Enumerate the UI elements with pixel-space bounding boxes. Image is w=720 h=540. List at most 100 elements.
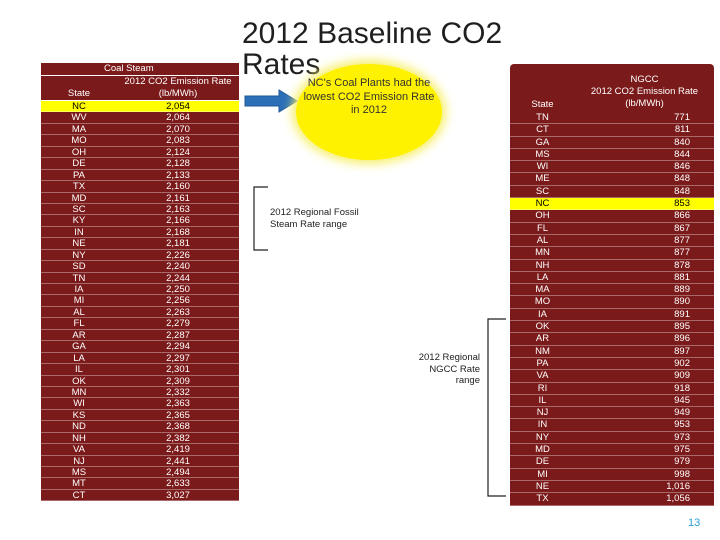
ngcc-rate-cell: 973 [674,431,690,443]
coal-state-cell: NE [72,238,86,250]
coal-state-cell: MO [71,135,87,147]
ngcc-rate-cell: 945 [674,394,690,406]
ngcc-state-cell: NC [535,198,550,210]
ngcc-table-row: RI 918 [510,383,714,395]
coal-rate-cell: 2,441 [166,455,190,467]
coal-rate-cell: 2,287 [166,329,190,341]
coal-state-cell: KY [72,215,86,227]
ngcc-rate-cell: 953 [674,419,690,431]
ngcc-table: State NGCC 2012 CO2 Emission Rate (lb/MW… [510,64,714,506]
ngcc-state-cell: NH [535,259,550,271]
ngcc-state-cell: RI [537,382,548,394]
coal-state-cell: GA [72,341,86,353]
coal-rate-cell: 2,365 [166,409,190,421]
ngcc-table-row: MN 877 [510,247,714,260]
coal-state-cell: CT [72,489,86,501]
coal-state-cell: OK [72,375,86,387]
coal-state-cell: WV [71,112,87,124]
ngcc-table-row: SC 848 [510,186,714,199]
coal-rate-cell: 2,244 [166,272,190,284]
ngcc-state-cell: TX [536,493,549,505]
ngcc-rate-cell: 881 [674,271,690,283]
ngcc-state-cell: MS [535,148,550,160]
coal-state-cell: NJ [73,455,85,467]
ngcc-rate-cell: 891 [674,308,690,320]
ngcc-state-cell: OK [535,321,550,333]
coal-rate-cell: 2,250 [166,284,190,295]
coal-state-cell: FL [73,318,85,330]
coal-state-cell: NC [72,101,86,112]
coal-table-row: GA 2,294 [41,341,239,353]
coal-table-row: MA 2,070 [41,123,239,136]
ngcc-state-cell: MD [535,444,550,456]
ngcc-range-label: 2012 Regional NGCC Rate range [418,352,480,386]
coal-state-cell: MI [73,295,85,307]
ngcc-state-cell: LA [536,271,549,283]
coal-table-row: WI 2,363 [41,398,239,410]
coal-rate-cell: 2,297 [166,352,190,364]
ngcc-rate-cell: 866 [674,210,690,222]
coal-rate-cell: 2,301 [166,364,190,376]
coal-table-row: MN 2,332 [41,387,239,399]
coal-table-row: KY 2,166 [41,215,239,227]
coal-table-row: NY 2,226 [41,249,239,262]
ngcc-rate-cell: 1,056 [666,493,690,505]
coal-state-cell: AR [72,329,86,341]
ngcc-table-row: IL 945 [510,394,714,408]
coal-table-header: State 2012 CO2 Emission Rate (lb/MWh) [41,76,239,101]
ngcc-state-cell: GA [535,136,550,148]
coal-table-row: TN 2,244 [41,273,239,284]
ngcc-state-cell: NJ [536,407,549,419]
coal-table-row: OK 2,309 [41,376,239,387]
ngcc-rate-cell: 878 [674,259,690,271]
ngcc-table-row: CT 811 [510,124,714,137]
ngcc-table-row: DE 979 [510,456,714,469]
ngcc-table-row: NE 1,016 [510,481,714,494]
coal-table-row: VA 2,419 [41,444,239,456]
coal-rate-cell: 2,070 [166,123,190,135]
coal-state-cell: SD [72,261,86,273]
coal-state-cell: IL [75,364,83,376]
coal-table-row: AL 2,263 [41,307,239,319]
ngcc-table-row: NM 897 [510,346,714,358]
coal-rate-cell: 2,309 [166,375,190,387]
coal-rate-cell: 2,363 [166,398,190,410]
coal-rate-cell: 2,128 [166,158,190,170]
ngcc-table-row: MA 889 [510,284,714,297]
coal-state-cell: VA [73,444,85,456]
coal-table-row: IN 2,168 [41,227,239,239]
callout-bubble [296,64,442,160]
coal-rate-cell: 2,161 [166,192,190,204]
ngcc-rate-cell: 909 [674,370,690,382]
ngcc-table-row: MS 844 [510,148,714,162]
ngcc-state-cell: IN [537,419,548,431]
coal-rate-cell: 2,181 [166,238,190,250]
ngcc-table-row: WI 846 [510,161,714,174]
ngcc-rate-cell: 846 [674,161,690,173]
coal-state-cell: NH [72,432,86,444]
coal-state-cell: WI [73,398,85,410]
ngcc-state-cell: CT [536,124,549,136]
ngcc-table-row: NJ 949 [510,407,714,420]
coal-table-row: SD 2,240 [41,261,239,273]
ngcc-header-rate: 2012 CO2 Emission Rate (lb/MWh) [590,86,699,109]
coal-rate-cell: 2,633 [166,478,190,490]
coal-table-row: MD 2,161 [41,193,239,204]
ngcc-header-rate-block: NGCC 2012 CO2 Emission Rate (lb/MWh) [575,64,714,112]
ngcc-state-cell: MN [535,247,550,259]
ngcc-state-cell: NY [535,431,550,443]
ngcc-rate-cell: 998 [674,468,690,480]
ngcc-rate-cell: 848 [674,173,690,185]
ngcc-table-row: IA 891 [510,308,714,322]
ngcc-state-cell: VA [536,370,549,382]
coal-table-row: IL 2,301 [41,364,239,376]
ngcc-table-row: OH 866 [510,210,714,223]
coal-table-row: MI 2,256 [41,295,239,307]
coal-rate-cell: 2,294 [166,341,190,353]
ngcc-table-row: MI 998 [510,469,714,481]
coal-table-row: FL 2,279 [41,318,239,330]
coal-state-cell: IA [74,284,84,295]
coal-state-cell: NY [72,249,86,261]
ngcc-table-body: TN 771 CT 811 GA 840 MS 844 WI 846 ME 848 SC 848 NC 853… [510,112,714,506]
coal-rate-cell: 2,368 [166,421,190,433]
